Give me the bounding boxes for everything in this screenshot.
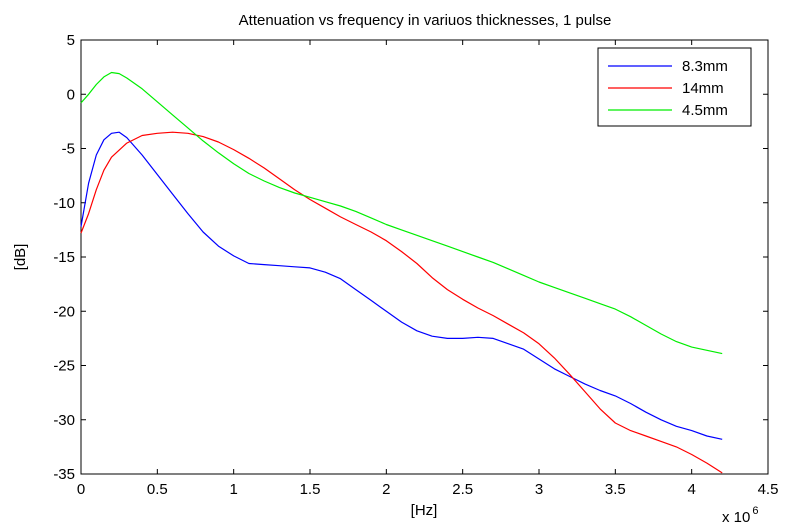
x-multiplier-base: x 10 [722,509,750,526]
x-axis-multiplier: x 10 6 [722,505,758,526]
x-tick-label: 1.5 [300,481,321,498]
legend-label: 4.5mm [682,102,728,119]
x-tick-label: 0 [77,481,85,498]
x-tick-label: 2.5 [452,481,473,498]
axis-ticks: 0 0.5 1 1.5 2 2.5 3 3.5 4 4.5 5 0 -5 -10 -15 -20 -25 -30 -… [53,32,778,498]
y-tick-label: -5 [62,141,75,158]
x-tick-label: 0.5 [147,481,168,498]
x-tick-label: 1 [229,481,237,498]
legend-box [597,47,752,127]
x-tick-label: 3 [535,481,543,498]
x-tick-label: 3.5 [605,481,626,498]
x-tick-label: 4.5 [758,481,779,498]
series-line-14mm [80,131,723,474]
series-line-4.5mm [80,71,723,355]
y-axis-label: [dB] [12,244,29,271]
series-line-8.3mm [80,131,723,440]
y-tick-label: -20 [53,303,75,320]
x-axis-label: [Hz] [411,502,438,519]
y-tick-label: -10 [53,195,75,212]
x-tick-label: 2 [382,481,390,498]
y-tick-label: -15 [53,249,75,266]
y-tick-label: -30 [53,412,75,429]
x-tick-label: 4 [687,481,695,498]
y-tick-label: -35 [53,466,75,483]
y-tick-label: -25 [53,358,75,375]
legend-label: 14mm [682,80,724,97]
series-lines [80,71,723,474]
y-tick-label: 5 [67,32,75,49]
legend: 8.3mm 14mm 4.5mm [597,47,752,127]
y-tick-label: 0 [67,86,75,103]
chart-title: Attenuation vs frequency in variuos thic… [239,12,612,29]
legend-label: 8.3mm [682,58,728,75]
x-multiplier-exponent: 6 [752,505,758,517]
